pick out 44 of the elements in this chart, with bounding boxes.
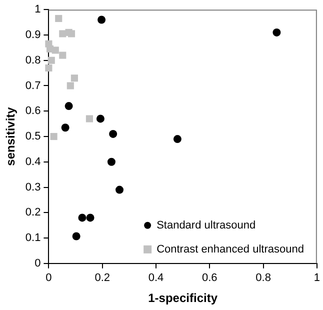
point <box>107 158 116 166</box>
point <box>66 82 74 90</box>
point <box>68 30 76 38</box>
y-tick-label: 1 <box>34 4 41 16</box>
point <box>86 115 93 122</box>
y-axis-title: sensitivity <box>4 106 18 166</box>
point <box>50 132 58 140</box>
x-tick-label: 0.8 <box>256 272 271 284</box>
point <box>109 130 118 138</box>
legend-label: Contrast enhanced ultrasound <box>156 243 304 256</box>
point <box>59 52 66 59</box>
y-tick-label: 0.9 <box>25 29 41 42</box>
y-tick-label: 0.5 <box>25 130 41 143</box>
y-tick-label: 0.1 <box>25 232 41 244</box>
x-tick-label: 0.2 <box>94 272 110 284</box>
x-tick-label: 1 <box>314 272 320 284</box>
y-tick-label: 0.8 <box>25 54 41 66</box>
point <box>272 28 281 36</box>
y-tick-label: 0.7 <box>25 80 41 92</box>
point <box>45 64 52 72</box>
point <box>173 135 182 144</box>
x-tick-label: 0.4 <box>148 272 164 284</box>
y-tick-label: 0.4 <box>25 156 41 168</box>
point <box>55 14 62 22</box>
point <box>96 114 104 123</box>
point <box>52 46 59 54</box>
x-tick-label: 0 <box>46 272 52 284</box>
y-tick-label: 0.6 <box>25 105 41 118</box>
point <box>59 30 66 38</box>
y-tick-label: 0 <box>34 257 41 270</box>
point <box>78 214 86 222</box>
y-tick-label: 0.2 <box>25 206 41 219</box>
point <box>72 232 80 240</box>
legend-label: Standard ultrasound <box>156 219 256 232</box>
point <box>70 74 78 82</box>
point <box>86 214 94 222</box>
x-axis-title: 1-specificity <box>148 291 218 306</box>
point <box>61 124 70 132</box>
point <box>116 186 124 194</box>
point <box>98 16 106 24</box>
x-tick-label: 0.6 <box>202 272 218 284</box>
y-tick-label: 0.3 <box>25 181 41 194</box>
point <box>64 102 73 110</box>
point <box>48 56 55 64</box>
